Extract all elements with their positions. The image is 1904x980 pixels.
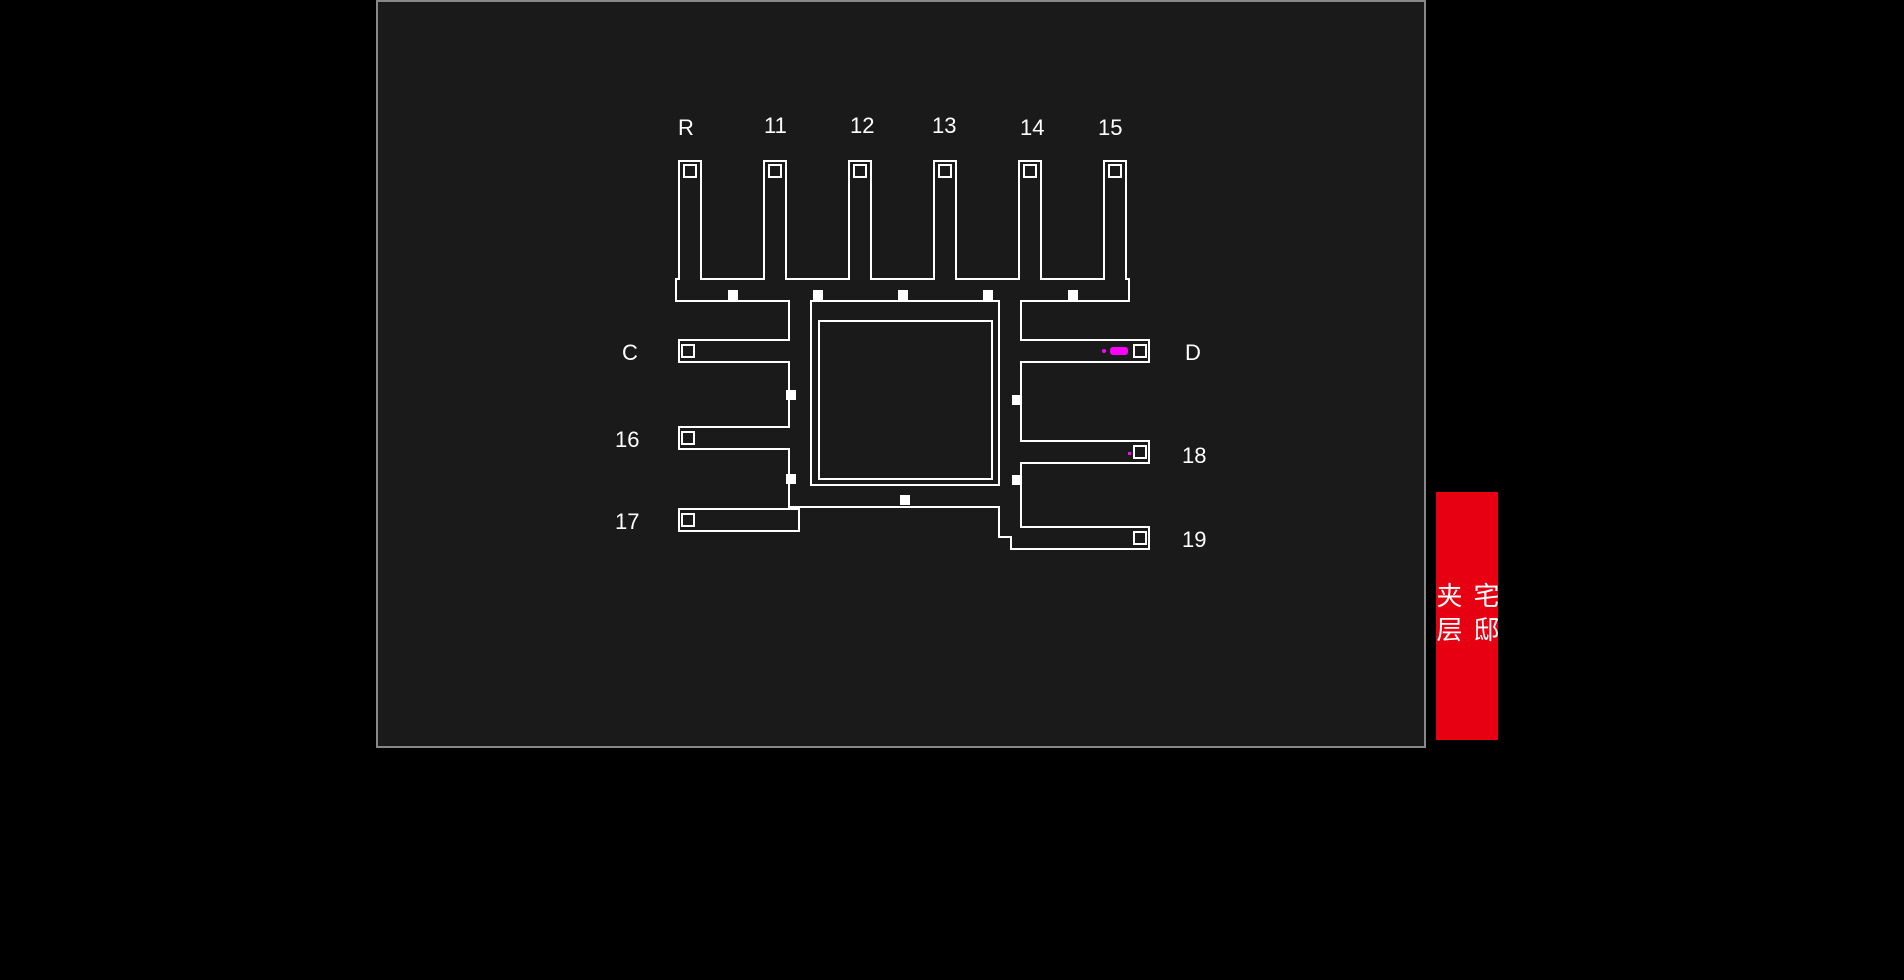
room-label-11: 11	[764, 113, 787, 139]
location-tab-line1: 宅邸	[1467, 582, 1504, 650]
room-label-R: R	[678, 115, 694, 141]
room-label-C: C	[622, 340, 638, 366]
room-label-17: 17	[615, 509, 639, 535]
room-label-19: 19	[1182, 527, 1206, 553]
location-tab-line2: 夹层	[1430, 582, 1467, 650]
map-svg	[0, 0, 1904, 980]
player-marker	[1110, 347, 1128, 355]
room-label-12: 12	[850, 113, 874, 139]
room-label-18: 18	[1182, 443, 1206, 469]
location-tab[interactable]: 宅邸 夹层	[1436, 492, 1498, 740]
room-label-13: 13	[932, 113, 956, 139]
room-label-D: D	[1185, 340, 1201, 366]
room-label-14: 14	[1020, 115, 1044, 141]
room-label-15: 15	[1098, 115, 1122, 141]
room-label-16: 16	[615, 427, 639, 453]
